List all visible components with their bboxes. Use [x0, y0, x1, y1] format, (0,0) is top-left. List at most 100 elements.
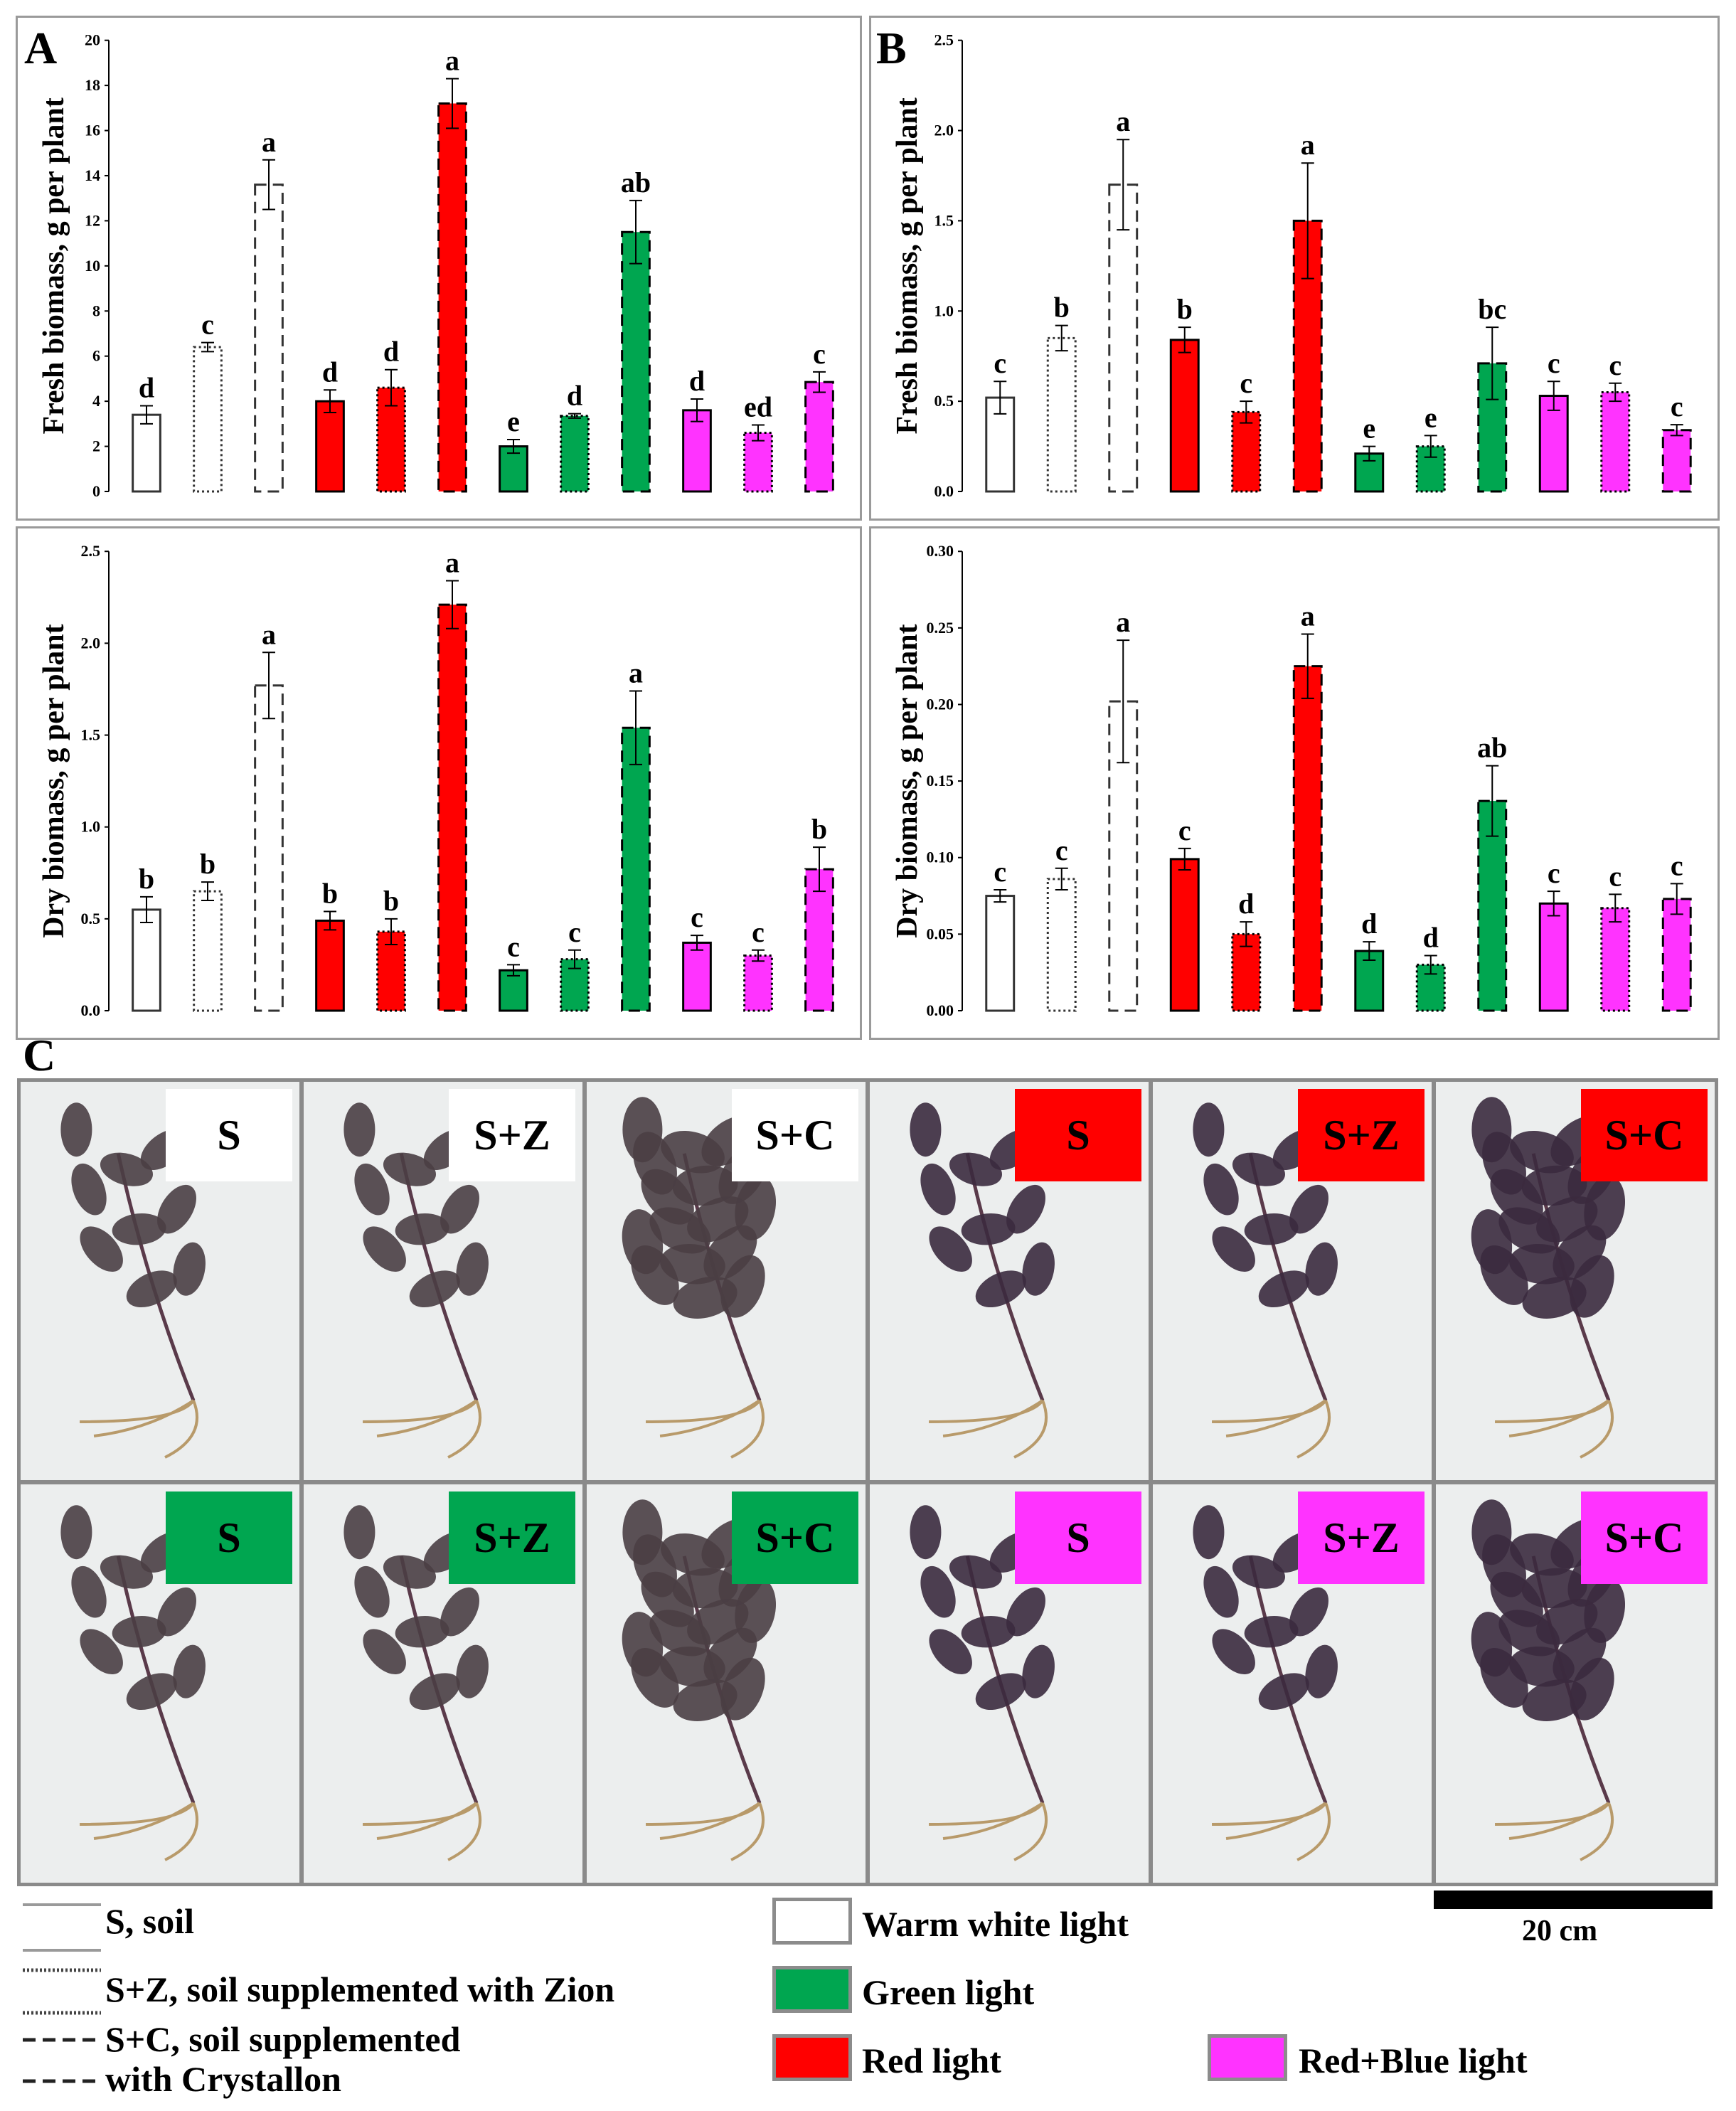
photo-label: S+C	[1581, 1491, 1708, 1584]
significance-letter: a	[445, 45, 459, 77]
bar	[254, 684, 284, 1012]
bar	[315, 919, 345, 1012]
photo-label: S+C	[732, 1089, 858, 1181]
bar	[1661, 429, 1692, 493]
legend-swatch-red	[772, 2034, 852, 2081]
bar	[1661, 898, 1692, 1012]
significance-letter: c	[1055, 834, 1068, 866]
bar	[1231, 410, 1262, 493]
chart-panel-b-dry: 0.00 0.05 0.10 0.15 0.20 0.25 0.30 Dry biomass,…	[869, 526, 1720, 1040]
significance-letter: c	[1609, 860, 1621, 892]
photo-label: S	[166, 1491, 292, 1584]
y-axis-label: Fresh biomass, g per plant	[38, 97, 70, 434]
significance-letter: a	[445, 547, 459, 579]
bar	[1600, 907, 1631, 1012]
y-tick-label: 0.20	[927, 695, 954, 713]
chart-panel-a-dry: 0.0 0.5 1.0 1.5 2.0 2.5 Dry biomass, g per pla…	[16, 526, 862, 1040]
plant-photo: S+Z	[304, 1082, 582, 1480]
bar	[560, 415, 590, 493]
chart-panel-a-fresh: 0 2 4 6 8 10 12 14 16 18 20 Fresh biomass, g per pl…	[16, 16, 862, 521]
significance-letter: c	[994, 856, 1006, 888]
y-tick-label: 8	[92, 302, 100, 319]
significance-letter: c	[752, 916, 765, 948]
y-tick-label: 1.0	[934, 302, 954, 319]
significance-letter: c	[1548, 347, 1560, 379]
significance-letter: d	[567, 380, 582, 412]
significance-letter: d	[1423, 922, 1439, 954]
significance-letter: d	[1361, 908, 1377, 940]
bar	[804, 868, 834, 1012]
bar	[1108, 184, 1139, 493]
plant-illustration	[622, 1499, 777, 1861]
y-tick-label: 20	[85, 31, 100, 49]
panel-letter-a: A	[24, 23, 58, 73]
legend-swatch-green	[772, 1966, 852, 2013]
significance-letter: a	[1116, 105, 1130, 137]
significance-letter: c	[691, 901, 703, 933]
legend-text-soil: S, soil	[105, 1901, 195, 1941]
bar	[621, 726, 651, 1012]
significance-letter: c	[1671, 849, 1683, 881]
plant-photo: S+Z	[1153, 1082, 1432, 1480]
y-axis-label: Dry biomass, g per plant	[38, 624, 70, 937]
photo-label: S	[1015, 1491, 1141, 1584]
plant-photo: S	[870, 1484, 1149, 1883]
significance-letter: a	[262, 618, 276, 650]
bar	[621, 230, 651, 493]
y-tick-label: 0.30	[927, 542, 954, 560]
chart-panel-b-fresh: 0.0 0.5 1.0 1.5 2.0 2.5 Fresh biomass, g per p…	[869, 16, 1720, 521]
significance-letter: b	[383, 885, 399, 917]
plant-illustration	[60, 1505, 206, 1861]
significance-letter: d	[322, 356, 338, 388]
bar	[193, 346, 223, 493]
significance-letter: ab	[1477, 732, 1507, 764]
legend-text-crystallon-2: with Crystallon	[105, 2059, 341, 2099]
bar	[1169, 339, 1200, 493]
significance-letter: b	[1054, 292, 1070, 324]
y-tick-label: 2.0	[934, 122, 954, 139]
significance-letter: b	[811, 813, 827, 845]
plant-photo: S	[21, 1082, 299, 1480]
scale-bar	[1434, 1891, 1713, 1909]
significance-letter: c	[201, 309, 214, 341]
y-tick-label: 0.10	[927, 849, 954, 866]
significance-letter: a	[1301, 129, 1315, 161]
bar	[315, 400, 345, 493]
bar	[1600, 390, 1631, 493]
bar	[1292, 665, 1323, 1012]
legend-text-crystallon-1: S+C, soil supplemented	[105, 2019, 461, 2059]
plant-illustration	[1471, 1097, 1626, 1459]
significance-letter: d	[1238, 888, 1254, 920]
y-tick-label: 0	[92, 482, 100, 500]
y-tick-label: 1.5	[81, 726, 101, 744]
significance-letter: ed	[744, 390, 772, 422]
plant-photo: S+C	[1436, 1484, 1715, 1883]
significance-letter: a	[1116, 606, 1130, 638]
plant-photo: S+C	[587, 1082, 866, 1480]
bar	[193, 890, 223, 1012]
y-tick-label: 2.5	[934, 31, 954, 49]
y-tick-label: 6	[92, 347, 100, 365]
plant-illustration	[910, 1505, 1055, 1861]
plant-photo: S	[21, 1484, 299, 1883]
plant-photo: S+C	[587, 1484, 866, 1883]
y-tick-label: 0.00	[927, 1001, 954, 1019]
significance-letter: b	[322, 878, 338, 910]
y-tick-label: 1.0	[81, 818, 101, 836]
panel-letter-c: C	[23, 1030, 56, 1080]
bar	[1046, 878, 1077, 1012]
y-tick-label: 10	[85, 257, 100, 275]
y-tick-label: 2	[92, 437, 100, 455]
significance-letter: c	[1178, 814, 1191, 846]
legend-text-red-light: Red light	[862, 2041, 1001, 2080]
photo-label: S+C	[732, 1491, 858, 1584]
legend-text-white-light: Warm white light	[862, 1904, 1129, 1944]
significance-letter: e	[1363, 413, 1375, 445]
legend-line-samples	[23, 1903, 101, 2083]
significance-letter: a	[262, 126, 276, 158]
significance-letter: c	[1671, 390, 1683, 422]
photo-label: S+C	[1581, 1089, 1708, 1181]
legend-swatch-redblue	[1208, 2034, 1287, 2081]
y-tick-label: 0.15	[927, 772, 954, 789]
plant-photo-grid: S S+Z S+C S S+Z S+C S S+Z S+C S S+Z S+C	[17, 1078, 1718, 1886]
